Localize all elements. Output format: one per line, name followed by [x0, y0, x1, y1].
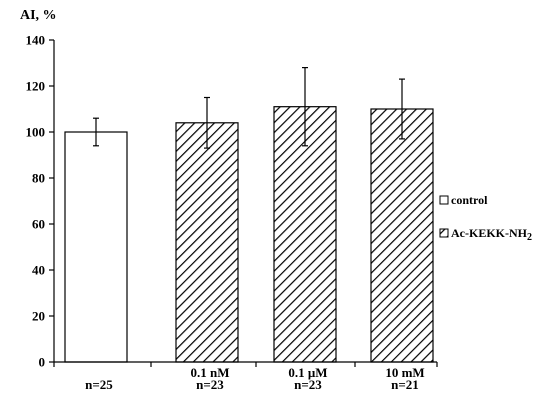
y-tick-label: 80 — [32, 171, 45, 186]
y-tick-label: 60 — [32, 217, 45, 232]
category-dose-label: 0.1 nM — [191, 365, 230, 380]
legend-label-ac-kekk-nh2: Ac-KEKK-NH2 — [451, 226, 532, 243]
category-dose-label: 0.1 μM — [288, 365, 327, 380]
y-tick-label: 120 — [26, 79, 46, 94]
y-axis-label: AI, % — [20, 8, 57, 23]
bar — [273, 106, 337, 363]
axes — [53, 40, 438, 367]
y-tick-label: 100 — [26, 125, 46, 140]
bar — [64, 131, 128, 363]
category-dose-label: 10 mM — [385, 365, 424, 380]
error-bars — [93, 66, 405, 149]
legend-label-control: control — [451, 193, 488, 207]
bars — [64, 106, 434, 363]
legend: control Ac-KEKK-NH2 — [439, 193, 532, 243]
category-n-label: n=23 — [294, 377, 322, 392]
bar — [175, 122, 239, 363]
bar — [370, 108, 434, 363]
category-n-label: n=21 — [391, 377, 419, 392]
y-axis-ticks: 0 20 40 60 80 100 120 140 — [26, 33, 54, 370]
category-n-label: n=25 — [85, 377, 113, 392]
y-tick-label: 0 — [39, 355, 46, 370]
category-n-label: n=23 — [196, 377, 224, 392]
legend-swatch-ac-kekk-nh2 — [439, 228, 449, 238]
y-tick-label: 140 — [26, 33, 46, 48]
y-tick-label: 20 — [32, 309, 45, 324]
legend-swatch-control — [439, 195, 449, 205]
y-tick-label: 40 — [32, 263, 45, 278]
